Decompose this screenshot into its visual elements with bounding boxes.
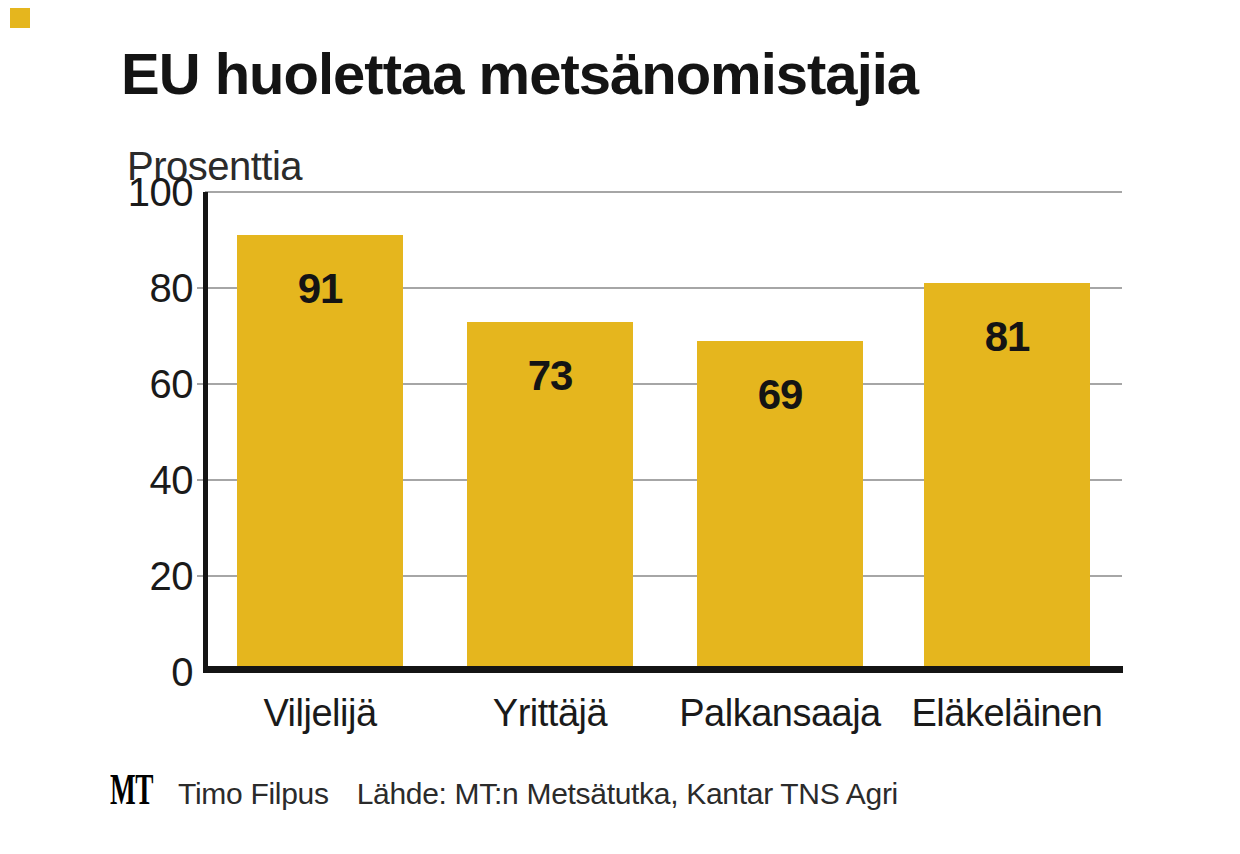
y-axis-tick-label-20: 20 [43, 552, 193, 600]
infographic-canvas: EU huolettaa metsänomistajia Prosenttia … [0, 0, 1240, 854]
mt-newspaper-logo: MT [110, 764, 135, 815]
y-axis-line [203, 192, 208, 673]
bar-value-label: 69 [697, 341, 863, 419]
bar-value-label: 81 [924, 283, 1090, 361]
bar-yrittäjä: 73 [467, 322, 633, 673]
footer-source: Lähde: MT:n Metsätutka, Kantar TNS Agri [357, 777, 898, 811]
y-axis-tick-label-100: 100 [43, 168, 193, 216]
bar-value-label: 91 [237, 235, 403, 313]
bar-eläkeläinen: 81 [924, 283, 1090, 673]
x-axis-baseline [203, 666, 1123, 673]
bar-viljelijä: 91 [237, 235, 403, 673]
y-axis-tick-label-80: 80 [43, 264, 193, 312]
bar-chart-plot-area: 91736981 020406080100 ViljelijäYrittäjäP… [0, 0, 1240, 854]
y-axis-tick-label-60: 60 [43, 360, 193, 408]
x-axis-label-eläkeläinen: Eläkeläinen [847, 688, 1167, 738]
bar-palkansaaja: 69 [697, 341, 863, 673]
bar-value-label: 73 [467, 322, 633, 400]
y-axis-tick-label-40: 40 [43, 456, 193, 504]
gridline-100 [205, 191, 1122, 193]
footer-credits: MT Timo Filpus Lähde: MT:n Metsätutka, K… [110, 764, 898, 815]
footer-author: Timo Filpus [178, 777, 329, 811]
